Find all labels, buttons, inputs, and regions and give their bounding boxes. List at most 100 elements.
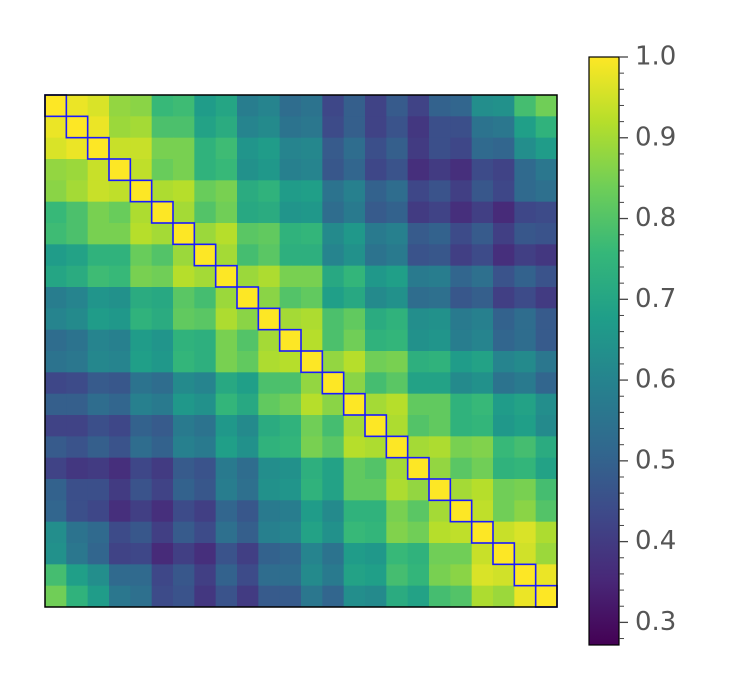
heatmap-cell xyxy=(45,479,67,501)
heatmap-cell xyxy=(493,585,515,608)
heatmap-cell xyxy=(471,415,494,437)
heatmap-cell xyxy=(109,287,131,309)
heatmap-cell xyxy=(151,521,174,544)
heatmap-cell xyxy=(386,201,409,224)
heatmap-cell xyxy=(365,351,387,373)
heatmap-cell xyxy=(343,479,366,501)
diagonal-box xyxy=(257,307,281,331)
heatmap-cell xyxy=(493,265,515,288)
heatmap-cell xyxy=(45,116,67,139)
heatmap-cell xyxy=(322,244,345,267)
heatmap-cell xyxy=(514,351,537,373)
heatmap-cell xyxy=(109,329,131,352)
colorbar-tick-label: 0.3 xyxy=(635,607,676,637)
heatmap-cell xyxy=(109,223,131,245)
heatmap-cell xyxy=(45,95,67,117)
heatmap-cell xyxy=(471,223,494,245)
heatmap-cell xyxy=(493,351,515,373)
heatmap-cell xyxy=(301,372,323,395)
heatmap-cell xyxy=(258,564,281,587)
heatmap-cell xyxy=(258,436,281,459)
heatmap-cell xyxy=(365,116,387,139)
heatmap-cell xyxy=(514,521,537,544)
heatmap-cell xyxy=(215,287,238,309)
heatmap-cell xyxy=(109,95,131,117)
diagonal-box xyxy=(385,435,409,459)
heatmap-cell xyxy=(386,244,409,267)
heatmap-cell xyxy=(279,308,302,331)
heatmap-cell xyxy=(301,479,323,501)
heatmap-cell xyxy=(471,287,494,309)
diagonal-box xyxy=(321,371,345,395)
heatmap-cell xyxy=(87,436,110,459)
heatmap-cell xyxy=(386,265,409,288)
heatmap-cell xyxy=(535,265,558,288)
heatmap-cell xyxy=(215,329,238,352)
colorbar-tick-label: 0.8 xyxy=(635,203,676,233)
heatmap-cell xyxy=(471,500,494,523)
heatmap-cell xyxy=(279,287,302,309)
colorbar-tick-label: 0.9 xyxy=(635,122,676,152)
heatmap-cell xyxy=(471,137,494,160)
heatmap-cell xyxy=(450,287,473,309)
heatmap-cell xyxy=(130,521,153,544)
heatmap-cell xyxy=(279,500,302,523)
heatmap-cell xyxy=(87,329,110,352)
heatmap-cell xyxy=(322,351,345,373)
heatmap-cell xyxy=(45,415,67,437)
heatmap-cell xyxy=(66,95,89,117)
heatmap-cell xyxy=(173,543,195,565)
heatmap-cell xyxy=(301,223,323,245)
heatmap-cell xyxy=(87,457,110,480)
heatmap-cell xyxy=(322,180,345,203)
heatmap-cell xyxy=(173,500,195,523)
heatmap-cell xyxy=(343,329,366,352)
heatmap-cell xyxy=(514,457,537,480)
heatmap-cell xyxy=(215,372,238,395)
heatmap-cell xyxy=(279,543,302,565)
heatmap-cell xyxy=(279,329,302,352)
colorbar xyxy=(588,56,620,646)
colorbar-tick-label: 0.5 xyxy=(635,445,676,475)
heatmap-cell xyxy=(237,116,259,139)
heatmap-cell xyxy=(493,415,515,437)
heatmap-cell xyxy=(301,351,323,373)
heatmap-cell xyxy=(109,308,131,331)
heatmap-cell xyxy=(535,95,558,117)
heatmap-cell xyxy=(194,308,217,331)
colorbar-tick-label: 0.6 xyxy=(635,365,676,395)
heatmap-cell xyxy=(173,521,195,544)
heatmap-cell xyxy=(493,201,515,224)
heatmap-cell xyxy=(535,137,558,160)
heatmap-cell xyxy=(365,436,387,459)
heatmap-cell xyxy=(215,564,238,587)
heatmap-cell xyxy=(87,265,110,288)
heatmap-cell xyxy=(258,351,281,373)
heatmap-cell xyxy=(237,479,259,501)
heatmap-cell xyxy=(173,287,195,309)
heatmap-cell xyxy=(386,585,409,608)
heatmap-cell xyxy=(66,585,89,608)
heatmap-cell xyxy=(215,265,238,288)
heatmap-cell xyxy=(237,265,259,288)
heatmap-cell xyxy=(471,521,494,544)
heatmap-cell xyxy=(365,372,387,395)
heatmap-cell xyxy=(194,457,217,480)
heatmap-cell xyxy=(429,308,451,331)
heatmap-cell xyxy=(237,201,259,224)
heatmap-cell xyxy=(237,436,259,459)
heatmap-cell xyxy=(450,244,473,267)
diagonal-box xyxy=(236,286,260,310)
heatmap-cell xyxy=(109,393,131,416)
heatmap-cell xyxy=(343,393,366,416)
heatmap-cell xyxy=(109,244,131,267)
heatmap-cell xyxy=(471,308,494,331)
heatmap-cell xyxy=(130,436,153,459)
heatmap-cell xyxy=(173,415,195,437)
heatmap-cell xyxy=(173,137,195,160)
heatmap-cell xyxy=(130,585,153,608)
heatmap-cell xyxy=(386,137,409,160)
heatmap-cell xyxy=(493,564,515,587)
heatmap-cell xyxy=(45,457,67,480)
heatmap-cell xyxy=(66,521,89,544)
